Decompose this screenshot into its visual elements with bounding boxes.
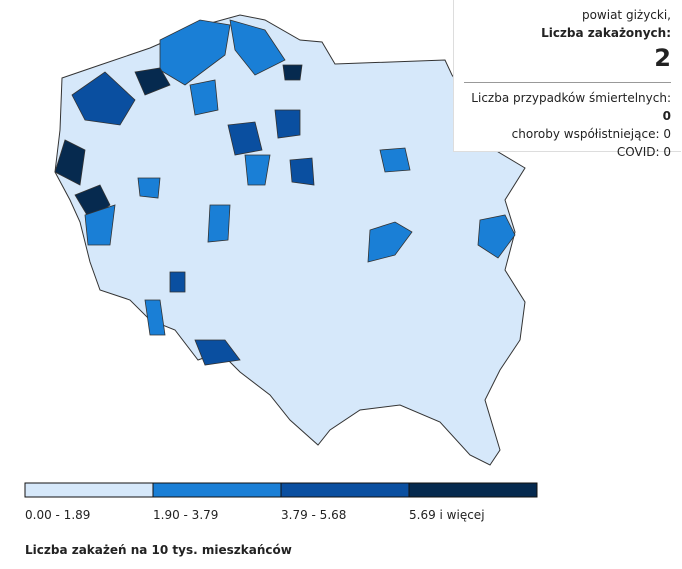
divider [464, 82, 671, 83]
legend-swatch [152, 482, 282, 498]
covid-value: 0 [663, 145, 671, 159]
legend-bar [24, 482, 538, 498]
comorb-row: choroby współistniejące: 0 [464, 125, 671, 143]
legend-title: Liczba zakażeń na 10 tys. mieszkańców [25, 543, 292, 557]
deaths-row: Liczba przypadków śmiertelnych: 0 [464, 89, 671, 125]
legend-swatch [408, 482, 538, 498]
comorb-value: 0 [663, 127, 671, 141]
region-name: powiat giżycki, [581, 8, 671, 22]
country [54, 14, 526, 466]
legend-label: 3.79 - 5.68 [281, 508, 347, 522]
covid-row: COVID: 0 [464, 143, 671, 161]
legend-label: 5.69 i więcej [409, 508, 485, 522]
legend-label: 1.90 - 3.79 [153, 508, 219, 522]
highlighted-districts [54, 19, 516, 366]
cases-value: 2 [654, 44, 671, 72]
cases-label: Liczba zakażonych: [541, 26, 671, 40]
legend-label: 0.00 - 1.89 [25, 508, 91, 522]
legend-swatch [24, 482, 154, 498]
deaths-value: 0 [662, 109, 671, 123]
comorb-label: choroby współistniejące: [511, 127, 660, 141]
tooltip: powiat giżycki, Liczba zakażonych: 2 Lic… [453, 0, 681, 159]
deaths-label: Liczba przypadków śmiertelnych: [471, 91, 671, 105]
covid-label: COVID: [616, 145, 660, 159]
legend-swatch [280, 482, 410, 498]
